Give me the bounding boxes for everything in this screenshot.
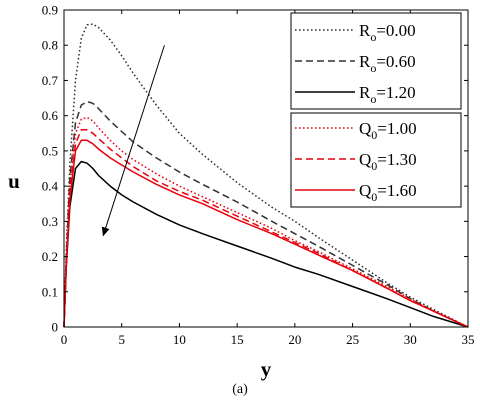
y-tick-label: 0.3 <box>42 214 58 229</box>
y-tick-label: 0.4 <box>42 179 59 194</box>
legend-label-value: =0.60 <box>376 52 415 71</box>
series-line-5 <box>63 139 469 328</box>
legend-label-sub: 0 <box>371 190 377 204</box>
legend-label-main: R <box>359 52 371 71</box>
legend-label-main: Q <box>359 181 371 200</box>
legend-label-value: =1.60 <box>377 181 416 200</box>
y-tick-label: 0.2 <box>42 249 58 264</box>
x-tick-label: 30 <box>404 332 417 347</box>
y-tick-label: 0.8 <box>42 38 58 53</box>
y-axis-label: u <box>8 169 20 193</box>
x-tick-label: 15 <box>231 332 244 347</box>
legend-label-4: Q0=1.30 <box>359 150 417 173</box>
series-line-2 <box>63 160 469 328</box>
legend-label-sub: o <box>370 30 376 44</box>
figure-caption: (a) <box>232 382 248 397</box>
legend-label-3: Q0=1.00 <box>359 119 417 142</box>
series-line-0 <box>63 23 469 328</box>
x-tick-label: 5 <box>118 332 125 347</box>
x-tick-label: 10 <box>173 332 186 347</box>
legend-label-1: Ro=0.60 <box>359 52 416 75</box>
legend: Ro=0.00Ro=0.60Ro=1.20Q0=1.00Q0=1.30Q0=1.… <box>290 12 462 208</box>
legend-label-sub: o <box>370 92 376 106</box>
x-tick-label: 35 <box>462 332 475 347</box>
x-tick-label: 25 <box>346 332 359 347</box>
axis-ticks: 0 5 10 15 20 25 30 35 0 0.1 0.2 0.3 0.4 0.5 0.6 0.7 0.8 0… <box>42 3 475 348</box>
legend-label-main: R <box>359 21 371 40</box>
legend-label-main: Q <box>359 119 371 138</box>
legend-label-2: Ro=1.20 <box>359 83 416 106</box>
y-tick-label: 0.7 <box>42 73 59 88</box>
legend-label-value: =0.00 <box>376 21 415 40</box>
legend-label-0: Ro=0.00 <box>359 21 416 44</box>
legend-label-value: =1.00 <box>377 119 416 138</box>
legend-label-main: Q <box>359 150 371 169</box>
y-tick-label: 0.5 <box>42 143 58 158</box>
y-tick-label: 0.9 <box>42 3 58 18</box>
legend-label-main: R <box>359 83 371 102</box>
series-line-1 <box>63 100 469 328</box>
legend-label-5: Q0=1.60 <box>359 181 417 204</box>
legend-label-sub: 0 <box>371 159 377 173</box>
legend-label-value: =1.30 <box>377 150 416 169</box>
plot-frame <box>63 9 469 328</box>
legend-label-sub: o <box>370 61 376 75</box>
series-line-3 <box>63 116 469 328</box>
legend-label-sub: 0 <box>371 128 377 142</box>
y-tick-label: 0 <box>52 320 59 335</box>
x-tick-label: 0 <box>61 332 68 347</box>
legend-label-value: =1.20 <box>376 83 415 102</box>
series-lines <box>63 23 469 328</box>
x-tick-label: 20 <box>288 332 301 347</box>
annotations <box>101 45 165 237</box>
y-tick-label: 0.1 <box>42 284 58 299</box>
trend-arrow <box>101 45 165 237</box>
x-axis-label: y <box>261 357 272 381</box>
y-tick-label: 0.6 <box>42 108 59 123</box>
